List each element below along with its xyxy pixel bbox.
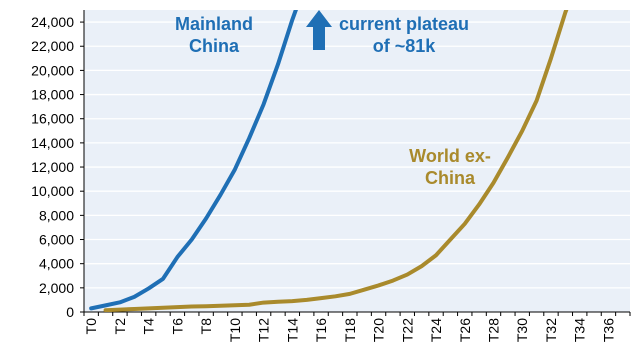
y-tick-label: 2,000 (39, 280, 74, 296)
x-tick-label: T16 (313, 318, 329, 342)
annotation-line: World ex- (409, 146, 491, 166)
x-tick-label: T4 (141, 318, 157, 335)
x-tick-label: T8 (198, 318, 214, 335)
y-tick-label: 20,000 (31, 62, 74, 78)
x-tick-label: T6 (169, 318, 185, 335)
y-tick-label: 22,000 (31, 38, 74, 54)
x-tick-label: T20 (371, 318, 387, 342)
x-tick-label: T2 (112, 318, 128, 335)
x-tick-label: T26 (457, 318, 473, 342)
x-tick-label: T14 (284, 318, 300, 342)
annotation-line: China (425, 168, 476, 188)
x-tick-label: T34 (572, 318, 588, 342)
annotation-line: China (189, 36, 240, 56)
y-tick-label: 12,000 (31, 159, 74, 175)
x-tick-label: T30 (514, 318, 530, 342)
y-tick-label: 10,000 (31, 183, 74, 199)
y-axis: 0 2,000 4,000 6,000 8,000 10,000 12,000 14,000 1… (31, 10, 84, 320)
x-tick-label: T28 (486, 318, 502, 342)
annotation-line: Mainland (175, 14, 253, 34)
x-tick-label: T18 (342, 318, 358, 342)
y-tick-label: 4,000 (39, 256, 74, 272)
x-tick-label: T24 (428, 318, 444, 342)
x-tick-label: T10 (227, 318, 243, 342)
x-tick-label: T36 (600, 318, 616, 342)
x-tick-label: T12 (256, 318, 272, 342)
y-tick-label: 6,000 (39, 232, 74, 248)
y-tick-label: 8,000 (39, 207, 74, 223)
annotation-line: current plateau (339, 14, 469, 34)
y-tick-label: 24,000 (31, 14, 74, 30)
annotation-line: of ~81k (373, 36, 437, 56)
x-tick-label: T22 (399, 318, 415, 342)
x-tick-label: T0 (83, 318, 99, 335)
x-tick-label: T32 (543, 318, 559, 342)
y-tick-label: 0 (66, 304, 74, 320)
y-tick-label: 16,000 (31, 111, 74, 127)
x-axis: T0 T2 T4 T6 T8 T10 T12 T14 T16 T18 T20 T22 T24 T26 T28… (83, 312, 630, 342)
plot-background (84, 10, 630, 312)
y-tick-label: 14,000 (31, 135, 74, 151)
plot-area (84, 10, 630, 312)
y-tick-label: 18,000 (31, 87, 74, 103)
